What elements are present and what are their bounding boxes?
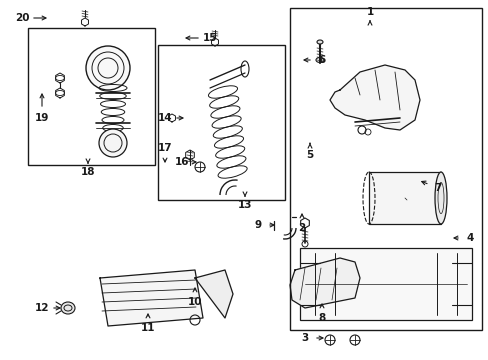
Text: 7: 7 [433, 183, 441, 193]
Text: 12: 12 [35, 303, 49, 313]
Text: 5: 5 [306, 150, 313, 160]
Bar [289, 8, 481, 330]
Text: 3: 3 [301, 333, 308, 343]
Ellipse shape [316, 40, 323, 44]
Text: 4: 4 [466, 233, 473, 243]
Text: 9: 9 [254, 220, 261, 230]
Text: 17: 17 [157, 143, 172, 153]
Text: 1: 1 [366, 7, 373, 17]
Text: 20: 20 [15, 13, 29, 23]
Ellipse shape [61, 302, 75, 314]
Ellipse shape [434, 172, 446, 224]
Text: 10: 10 [187, 297, 202, 307]
Text: 6: 6 [318, 55, 325, 65]
Polygon shape [100, 270, 203, 326]
Text: 13: 13 [237, 200, 252, 210]
Circle shape [86, 46, 130, 90]
Bar [158, 45, 285, 200]
Text: 2: 2 [298, 223, 305, 233]
Text: 16: 16 [174, 157, 189, 167]
Polygon shape [329, 65, 419, 130]
Bar [28, 28, 155, 165]
Polygon shape [195, 270, 232, 318]
Text: 11: 11 [141, 323, 155, 333]
Polygon shape [289, 258, 359, 308]
Text: 14: 14 [157, 113, 172, 123]
Text: 15: 15 [203, 33, 217, 43]
Text: 19: 19 [35, 113, 49, 123]
Text: 8: 8 [318, 313, 325, 323]
Bar [299, 248, 471, 320]
Bar [368, 172, 440, 224]
Circle shape [99, 129, 127, 157]
Text: 18: 18 [81, 167, 95, 177]
